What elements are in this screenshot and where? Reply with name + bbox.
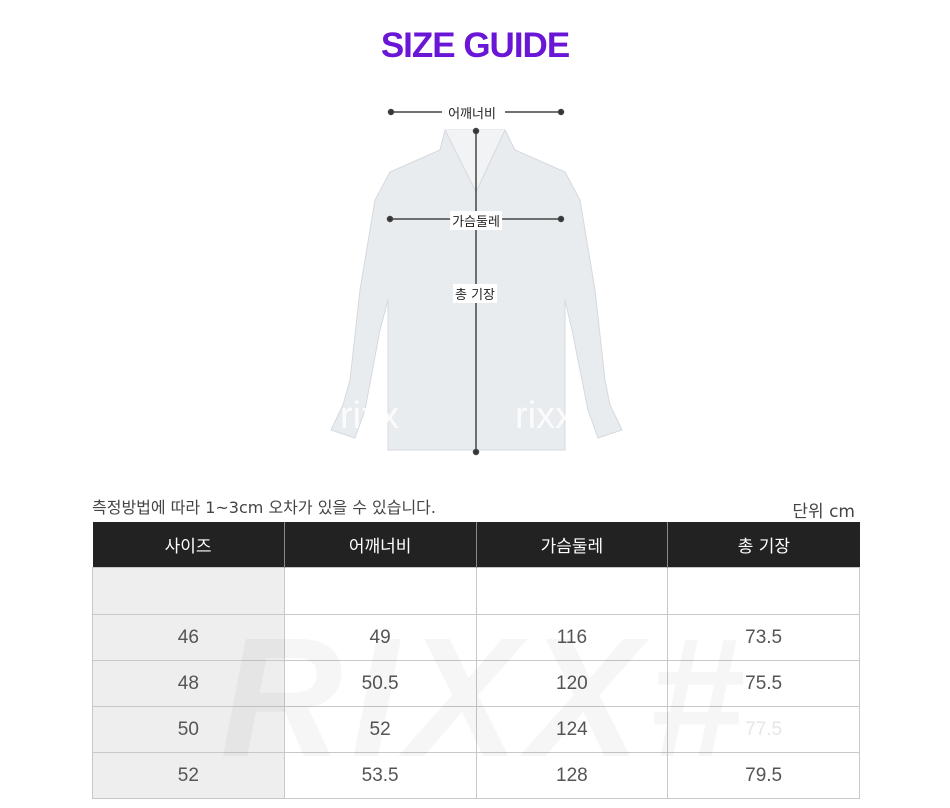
cell: 77.5 <box>667 706 860 753</box>
table-row: 48 50.5 120 75.5 <box>92 660 860 707</box>
cell: 124 <box>475 706 669 753</box>
cell: 46 <box>92 614 285 661</box>
watermark-rixx: rixx rixx <box>340 395 574 437</box>
table-header: 사이즈 어깨너비 가슴둘레 총 기장 <box>92 522 860 568</box>
cell: 73.5 <box>667 614 860 661</box>
cell: 53.5 <box>283 752 477 799</box>
cell <box>667 567 860 615</box>
header-length: 총 기장 <box>667 522 860 568</box>
cell: 48 <box>92 660 285 707</box>
header-size: 사이즈 <box>92 522 285 568</box>
measurement-note: 측정방법에 따라 1~3cm 오차가 있을 수 있습니다. <box>92 498 436 517</box>
size-table: 사이즈 어깨너비 가슴둘레 총 기장 46 49 116 73.5 48 50.… <box>92 522 860 799</box>
svg-text:rixx: rixx <box>340 395 399 437</box>
header-chest: 가슴둘레 <box>476 522 669 568</box>
cell: 50 <box>92 706 285 753</box>
table-row: 52 53.5 128 79.5 <box>92 752 860 799</box>
chest-label: 가슴둘레 <box>450 211 502 230</box>
cell: 79.5 <box>667 752 860 799</box>
page-title: SIZE GUIDE <box>380 26 570 65</box>
svg-text:rixx: rixx <box>515 395 574 437</box>
cell <box>283 567 477 615</box>
header-shoulder: 어깨너비 <box>284 522 477 568</box>
cell: 50.5 <box>283 660 477 707</box>
cell: 52 <box>92 752 285 799</box>
cell: 52 <box>283 706 477 753</box>
length-label: 총 기장 <box>452 284 498 303</box>
table-row: 50 52 124 77.5 <box>92 706 860 753</box>
cell: 116 <box>475 614 669 661</box>
table-row <box>92 567 860 615</box>
shirt-diagram: rixx rixx <box>330 108 623 456</box>
cell <box>92 567 285 615</box>
cell: 120 <box>475 660 669 707</box>
cell: 75.5 <box>667 660 860 707</box>
cell: 49 <box>283 614 477 661</box>
unit-label: 단위 cm <box>792 502 855 522</box>
table-row: 46 49 116 73.5 <box>92 614 860 661</box>
cell <box>475 567 669 615</box>
shoulder-label: 어깨너비 <box>446 103 498 122</box>
cell: 128 <box>475 752 669 799</box>
